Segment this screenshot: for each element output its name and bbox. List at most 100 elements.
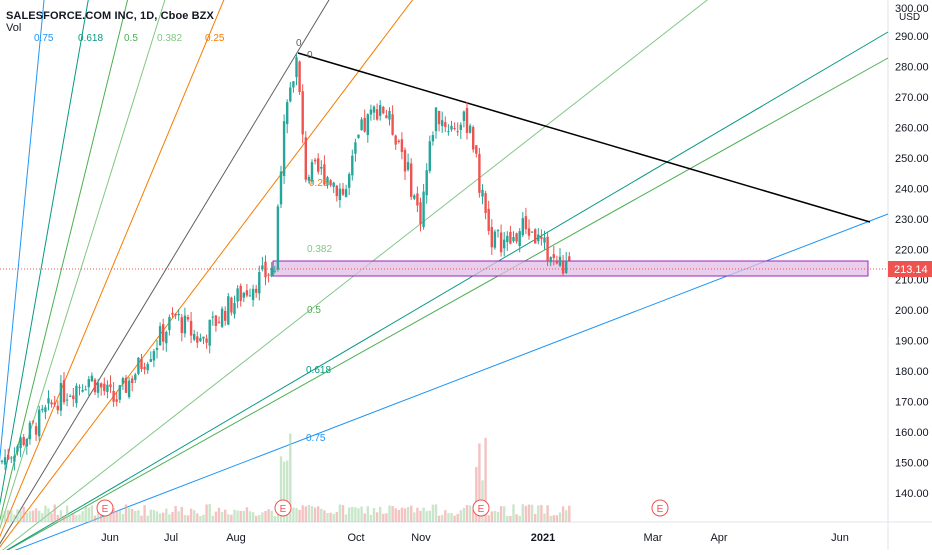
candle-body (273, 270, 276, 272)
earnings-badge-label: E (657, 504, 664, 515)
candle-body (28, 422, 32, 440)
candle-body (236, 288, 239, 302)
fan-line-0[interactable] (0, 0, 335, 550)
candle-body (307, 176, 311, 181)
volume-bar (437, 515, 441, 522)
price-tick-label: 140.00 (895, 488, 929, 500)
fan-line-left-blue[interactable] (0, 0, 45, 550)
candle-body (369, 109, 373, 115)
fan-line-left-teal[interactable] (0, 0, 90, 550)
volume-bar (422, 507, 425, 522)
fan-line-left-orange[interactable] (0, 0, 228, 550)
fan-label-05: 0.5 (307, 305, 321, 316)
volume-bar (282, 461, 286, 522)
volume-bar (332, 513, 335, 522)
candle-body (515, 233, 518, 242)
candle-body (549, 257, 552, 263)
volume-bar (394, 508, 397, 522)
candle-body (379, 105, 382, 116)
candle-body (276, 206, 280, 270)
volume-bar (205, 504, 208, 522)
candle-body (242, 292, 245, 298)
volume-bar (41, 513, 44, 522)
volume-bar (270, 510, 273, 522)
earnings-badge-4[interactable]: E (651, 499, 669, 517)
gann-fan[interactable] (0, 0, 889, 555)
fan-line-left-green[interactable] (0, 0, 130, 550)
candle-body (81, 389, 84, 392)
volume-bar (217, 507, 221, 522)
volume-bar (375, 512, 379, 522)
volume-bar (503, 506, 506, 522)
volume-bar (25, 513, 28, 522)
candle-body (419, 202, 422, 225)
volume-bar (537, 505, 540, 522)
candle-body (499, 232, 503, 253)
volume-bar (62, 515, 66, 522)
candle-body (422, 191, 425, 228)
candle-body (78, 387, 81, 389)
volume-bar (298, 509, 301, 522)
price-tick-label: 200.00 (895, 305, 929, 317)
volume-bar (162, 512, 165, 522)
volume-bar (242, 510, 245, 522)
volume-bar (186, 515, 190, 522)
candle-body (512, 237, 515, 242)
fan-line-0618[interactable] (0, 31, 889, 555)
volume-bar (493, 510, 497, 522)
price-axis[interactable]: 300.00 USD 290.00 280.00 270.00 260.00 250.0… (888, 3, 932, 500)
volume-bar (338, 504, 342, 522)
candle-body (149, 359, 152, 362)
fan-line-left-lightgreen[interactable] (0, 0, 168, 550)
candle-body (100, 383, 103, 388)
candle-body (248, 295, 252, 297)
candle-body (360, 119, 363, 131)
symbol-title[interactable]: SALESFORCE.COM INC, 1D, Cboe BZX (6, 10, 214, 22)
time-axis[interactable]: Jun Jul Aug Oct Nov 2021 Mar Apr Jun (101, 532, 849, 544)
volume-bar (366, 506, 369, 522)
candle-body (264, 261, 267, 278)
volume-bar (155, 511, 159, 522)
earnings-badge-3[interactable]: E (472, 499, 490, 517)
candle-body (13, 455, 16, 462)
volume-label[interactable]: Vol (6, 22, 22, 34)
candle-body (344, 189, 348, 197)
volume-bar (304, 506, 307, 522)
trendline[interactable] (297, 52, 871, 223)
candle-body (521, 218, 524, 236)
volume-bar (84, 506, 87, 522)
volume-bar (16, 509, 19, 522)
candle-body (146, 363, 149, 371)
price-tick-label: 220.00 (895, 244, 929, 256)
volume-bar (152, 510, 156, 522)
candle-body (375, 109, 379, 120)
candle-body (338, 188, 342, 201)
candle-body (341, 188, 345, 195)
volume-bar (456, 513, 459, 522)
candle-body (239, 285, 242, 301)
candle-body (245, 290, 249, 296)
volume-bar (484, 437, 487, 522)
candle-body (171, 312, 174, 315)
price-axis-top-label: 300.00 (895, 3, 929, 15)
candle-body (50, 402, 53, 405)
candle-body (366, 114, 369, 136)
fan-line-05[interactable] (0, 57, 889, 555)
fan-line-025[interactable] (0, 0, 420, 550)
price-tick-label: 170.00 (895, 397, 929, 409)
volume-bar (292, 507, 295, 522)
candle-body (487, 208, 490, 231)
candle-body (425, 170, 428, 196)
candle-body (537, 234, 540, 242)
candle-body (59, 383, 63, 411)
volume-bar (211, 515, 214, 522)
candle-body (403, 149, 407, 172)
candle-body (214, 315, 218, 326)
earnings-badge-1[interactable]: E (96, 499, 114, 517)
earnings-badge-2[interactable]: E (274, 499, 292, 517)
candle-body (3, 457, 7, 465)
volume-bar (453, 515, 456, 522)
candle-body (137, 357, 140, 374)
